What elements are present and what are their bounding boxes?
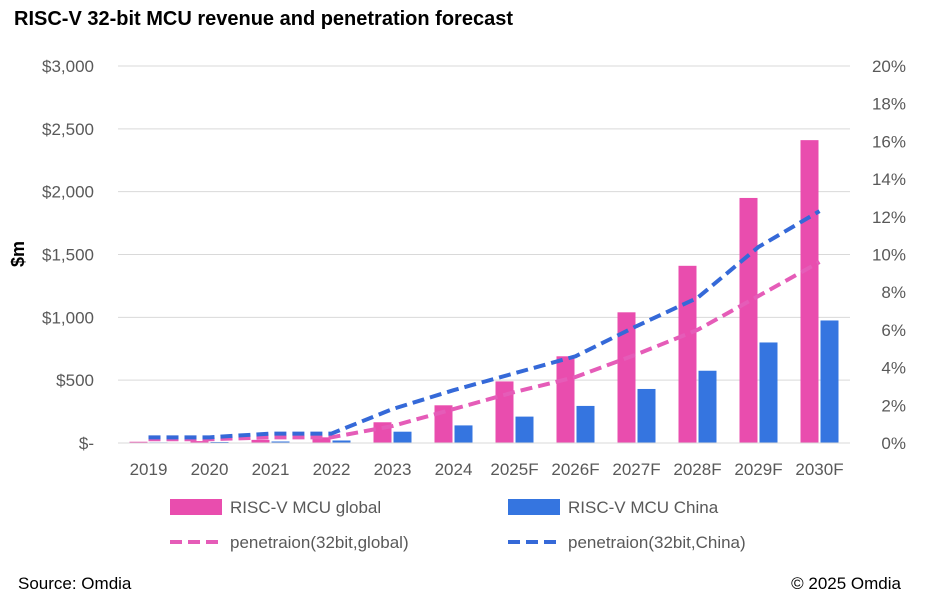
source-note: Source: Omdia [18,574,132,593]
bar-china-2029F [759,342,778,443]
bar-global-2027F [617,312,636,443]
bars [129,140,839,444]
chart-title: RISC-V 32-bit MCU revenue and penetratio… [14,8,513,30]
bar-global-2025F [495,381,514,443]
bar-global-2030F [800,140,819,444]
y-tick-label-right: 6% [881,321,906,340]
x-tick-label: 2023 [374,460,412,479]
legend-swatch-bar [508,499,560,515]
bar-global-2021 [251,439,270,443]
bar-global-2020 [190,441,209,443]
copyright-note: © 2025 Omdia [791,574,901,593]
x-axis: 2019 2020 2021 2022 2023 2024 2025F 2026F 2027F 2… [118,442,850,479]
bar-global-2028F [678,265,697,443]
y-axis-label: $m [8,241,28,267]
x-tick-label: 2022 [313,460,351,479]
bar-global-2029F [739,197,758,443]
bar-china-2025F [515,416,534,443]
line-penetration-china [148,209,821,440]
legend-label: RISC-V MCU global [230,498,381,517]
bar-china-2022 [332,440,351,443]
bar-global-2026F [556,356,575,443]
x-tick-label: 2025F [490,460,538,479]
legend-label: penetraion(32bit,China) [568,533,746,552]
y-axis-right: 0% 2% 4% 6% 8% 10% 12% 14% 16% 18% 20% [872,57,906,453]
bar-china-2020 [210,441,229,443]
y-tick-label-left: $1,000 [42,308,94,327]
x-tick-label: 2024 [435,460,473,479]
x-tick-label: 2020 [191,460,229,479]
line-penetration-global [148,260,821,442]
x-tick-label: 2028F [673,460,721,479]
x-tick-label: 2029F [734,460,782,479]
bar-china-2030F [820,320,839,443]
y-tick-label-right: 8% [881,283,906,302]
y-tick-label-right: 14% [872,170,906,189]
y-tick-label-left: $- [79,434,94,453]
legend-label: RISC-V MCU China [568,498,719,517]
y-tick-label-right: 12% [872,208,906,227]
x-tick-label: 2019 [130,460,168,479]
y-tick-label-left: $2,500 [42,120,94,139]
y-tick-label-right: 0% [881,434,906,453]
legend-label: penetraion(32bit,global) [230,533,409,552]
y-tick-label-right: 20% [872,57,906,76]
bar-china-2027F [637,388,656,443]
bar-china-2028F [698,370,717,443]
y-tick-label-right: 16% [872,132,906,151]
bar-china-2021 [271,441,290,443]
x-tick-label: 2026F [551,460,599,479]
x-tick-label: 2030F [795,460,843,479]
y-tick-label-left: $2,000 [42,183,94,202]
bar-china-2024 [454,425,473,443]
y-tick-label-right: 4% [881,359,906,378]
y-tick-label-right: 18% [872,95,906,114]
x-tick-label: 2021 [252,460,290,479]
chart-svg: $- $500 $1,000 $1,500 $2,000 $2,500 $3,000 0% 2… [8,57,906,552]
y-tick-label-left: $1,500 [42,246,94,265]
bar-china-2026F [576,405,595,443]
y-tick-label-left: $3,000 [42,57,94,76]
bar-china-2023 [393,431,412,443]
y-tick-label-right: 10% [872,246,906,265]
y-tick-label-left: $500 [56,371,94,390]
legend-swatch-bar [170,499,222,515]
bar-global-2022 [312,437,331,443]
y-axis-left: $- $500 $1,000 $1,500 $2,000 $2,500 $3,000 [42,57,94,453]
x-tick-label: 2027F [612,460,660,479]
lines [148,209,821,442]
bar-global-2019 [129,441,148,443]
legend: RISC-V MCU global RISC-V MCU China penetra… [170,498,746,552]
y-tick-label-right: 2% [881,396,906,415]
